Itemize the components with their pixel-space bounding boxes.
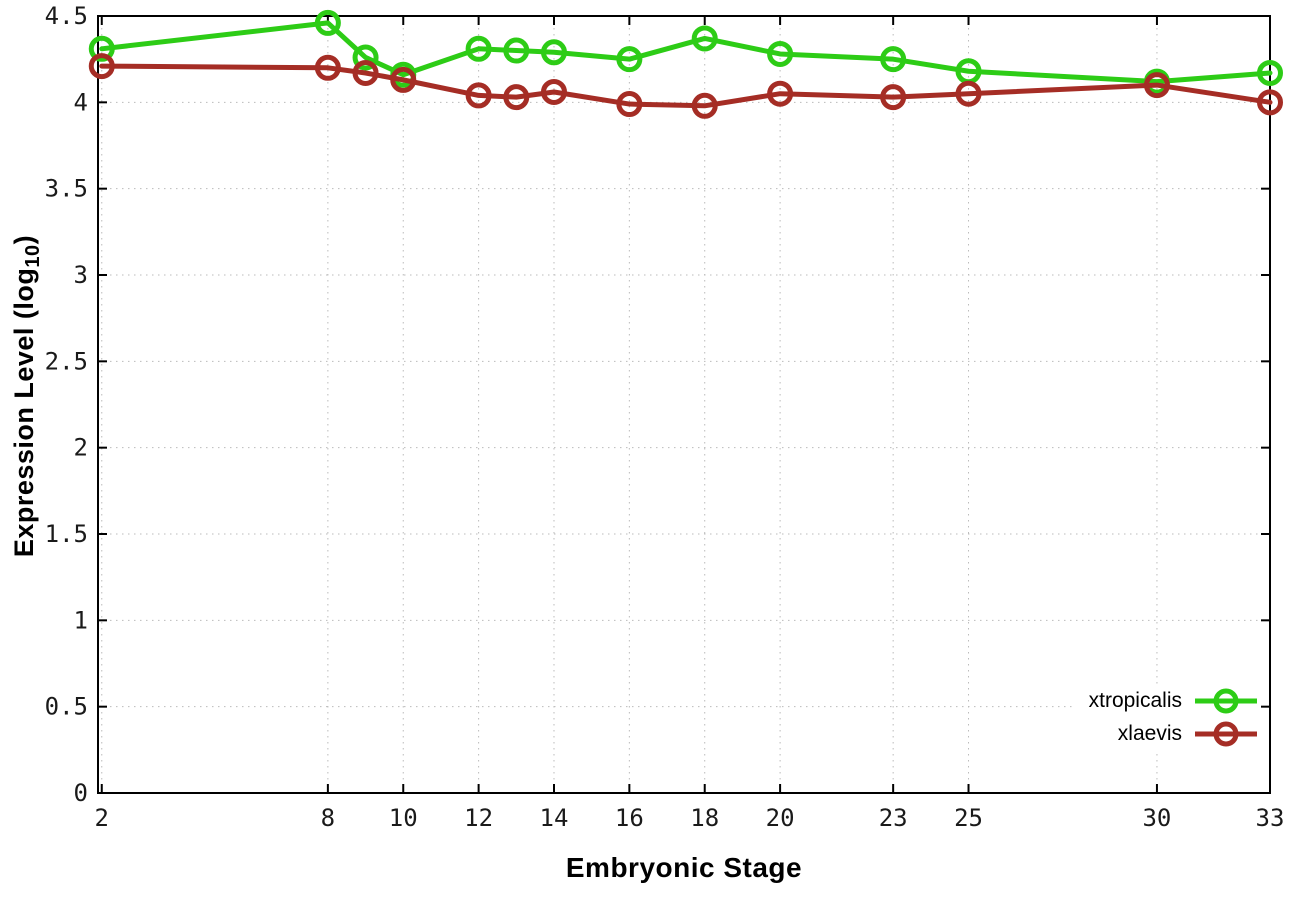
data-point-xlaevis <box>1143 72 1170 99</box>
data-point-xtropicalis <box>540 39 567 66</box>
legend-line-sample-icon <box>1195 688 1257 714</box>
y-tick-label: 1 <box>74 606 88 634</box>
x-tick-label: 18 <box>690 804 719 832</box>
legend-entry-xtropicalis: xtropicalis <box>1089 686 1258 716</box>
data-point-xtropicalis <box>352 44 379 71</box>
plot-border <box>97 15 1271 794</box>
x-tick-label: 20 <box>766 804 795 832</box>
data-point-xlaevis <box>465 82 492 109</box>
data-point-xlaevis <box>767 80 794 107</box>
x-tick-label: 2 <box>95 804 109 832</box>
x-tick-label: 12 <box>464 804 493 832</box>
data-point-xlaevis <box>390 66 417 93</box>
data-point-xtropicalis <box>465 35 492 62</box>
data-point-xtropicalis <box>767 40 794 67</box>
x-tick-label: 8 <box>321 804 335 832</box>
data-point-xlaevis <box>880 84 907 111</box>
legend-label-xlaevis: xlaevis <box>1117 722 1182 745</box>
y-axis-title-suffix: ) <box>8 234 39 245</box>
data-point-xlaevis <box>1257 89 1283 116</box>
data-point-xlaevis <box>955 80 982 107</box>
x-tick-label: 10 <box>389 804 418 832</box>
y-axis-title-subscript: 10 <box>22 244 45 268</box>
series-line-xtropicalis <box>99 20 1273 85</box>
x-axis-title: Embryonic Stage <box>565 852 803 883</box>
data-point-xtropicalis <box>1257 59 1283 86</box>
data-point-xtropicalis <box>503 37 530 64</box>
series-line-xlaevis <box>99 63 1273 109</box>
legend-line-sample-icon <box>1195 721 1257 747</box>
data-point-xlaevis <box>88 53 115 80</box>
data-point-xtropicalis <box>616 46 643 73</box>
y-tick-label: 1.5 <box>45 520 88 548</box>
y-tick-label: 0 <box>74 779 88 807</box>
y-tick-label: 0.5 <box>45 693 88 721</box>
legend-label-xtropicalis: xtropicalis <box>1088 689 1182 712</box>
legend: xtropicalis xlaevis <box>1072 684 1260 751</box>
y-tick-label: 4.5 <box>45 2 88 30</box>
legend-entry-xlaevis: xlaevis <box>1118 719 1258 749</box>
data-point-xlaevis <box>540 78 567 105</box>
y-tick-label: 3 <box>74 261 88 289</box>
data-point-xlaevis <box>616 91 643 118</box>
data-point-xtropicalis <box>88 35 115 62</box>
x-tick-label: 16 <box>615 804 644 832</box>
x-tick-label: 14 <box>540 804 569 832</box>
data-point-xlaevis <box>503 84 530 111</box>
data-point-xtropicalis <box>691 25 718 52</box>
data-point-xlaevis <box>691 92 718 119</box>
y-tick-label: 2.5 <box>45 347 88 375</box>
y-tick-label: 3.5 <box>45 175 88 203</box>
y-tick-label: 2 <box>74 434 88 462</box>
data-point-xlaevis <box>352 59 379 86</box>
x-tick-label: 25 <box>954 804 983 832</box>
x-tick-label: 33 <box>1256 804 1285 832</box>
y-axis-title-text: Expression Level (log <box>8 267 39 558</box>
y-axis-title: Expression Level (log10) <box>9 235 45 557</box>
y-tick-label: 4 <box>74 88 88 116</box>
data-point-xlaevis <box>314 54 341 81</box>
data-point-xtropicalis <box>880 46 907 73</box>
x-tick-label: 30 <box>1142 804 1171 832</box>
data-point-xtropicalis <box>314 9 341 36</box>
x-tick-label: 23 <box>879 804 908 832</box>
